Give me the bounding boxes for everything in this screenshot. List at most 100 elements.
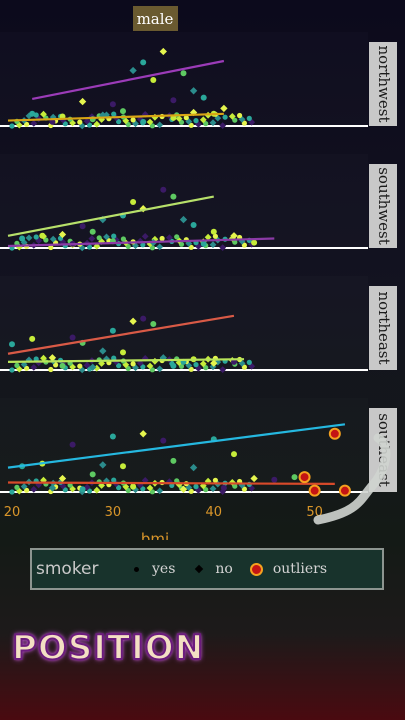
data-point — [59, 362, 66, 369]
data-point — [69, 334, 76, 341]
data-point-diamond — [250, 474, 258, 483]
data-point — [193, 118, 199, 124]
data-point — [190, 222, 197, 228]
data-point — [241, 120, 247, 126]
data-point — [69, 441, 76, 448]
x-tick-label: 40 — [206, 505, 223, 520]
facet-title: male — [137, 10, 174, 28]
data-point-diamond — [20, 483, 28, 490]
data-point — [210, 228, 217, 235]
data-point — [116, 485, 122, 491]
data-point — [9, 341, 15, 348]
data-point — [188, 488, 194, 494]
data-point — [251, 239, 258, 246]
legend-item-outliers: outliers — [247, 561, 327, 577]
data-point — [86, 488, 93, 494]
strip-box — [369, 286, 397, 370]
data-point — [29, 110, 36, 117]
data-point-diamond — [146, 118, 154, 126]
scribble-overlay — [313, 433, 391, 525]
data-point-diamond — [103, 233, 110, 241]
data-point — [33, 356, 39, 362]
data-point — [174, 478, 180, 484]
data-point-diamond — [159, 47, 167, 56]
data-point — [53, 362, 59, 368]
strip-box — [369, 164, 397, 248]
data-point-diamond — [30, 364, 38, 371]
data-point — [43, 237, 49, 243]
data-point — [140, 59, 147, 66]
data-point — [116, 119, 122, 125]
data-point-diamond — [93, 120, 101, 128]
data-point — [120, 349, 126, 356]
data-point — [14, 484, 20, 490]
data-point — [67, 482, 73, 488]
data-point — [140, 118, 147, 125]
data-point — [19, 235, 26, 242]
data-point — [183, 115, 189, 121]
data-point — [111, 477, 117, 483]
data-point-diamond — [219, 122, 227, 129]
data-point-diamond — [228, 113, 236, 120]
data-point — [86, 122, 93, 128]
data-point — [178, 119, 185, 125]
data-point — [149, 123, 155, 129]
data-point-diamond — [156, 487, 164, 495]
data-point — [24, 121, 30, 127]
data-point — [109, 101, 116, 108]
fit-line-yes — [7, 195, 214, 237]
outlier-point — [308, 484, 321, 497]
data-point-diamond — [30, 486, 38, 493]
data-point — [130, 483, 137, 490]
data-point-diamond — [156, 365, 164, 373]
data-point-diamond — [146, 362, 154, 370]
fit-line-no — [7, 112, 224, 122]
data-point — [200, 240, 207, 247]
data-point — [89, 228, 96, 235]
data-point — [150, 321, 157, 327]
data-point-diamond — [209, 241, 217, 249]
outlier-point — [338, 484, 351, 497]
data-point — [149, 367, 155, 373]
data-point-diamond — [209, 119, 217, 127]
fit-line-no — [7, 358, 245, 363]
data-point — [140, 486, 146, 492]
data-point — [62, 121, 68, 127]
data-point — [178, 363, 185, 369]
data-point-diamond — [78, 97, 87, 106]
data-point — [29, 335, 36, 342]
fit-line-yes — [31, 59, 225, 101]
data-point — [149, 489, 155, 495]
data-point — [178, 241, 185, 247]
data-point — [116, 363, 122, 369]
data-point — [120, 108, 126, 115]
data-point — [200, 94, 207, 101]
data-point — [237, 112, 243, 119]
data-point — [130, 117, 136, 123]
data-point — [232, 239, 238, 245]
data-point — [193, 484, 199, 490]
data-point — [111, 233, 117, 239]
data-point-diamond — [83, 117, 91, 125]
data-point — [120, 236, 126, 242]
data-point — [160, 437, 167, 444]
data-point — [159, 235, 165, 242]
legend-label-outliers: outliers — [272, 561, 328, 577]
data-point — [241, 242, 247, 248]
data-point — [241, 364, 247, 370]
data-point — [149, 245, 155, 251]
data-point — [188, 366, 194, 372]
data-point — [33, 234, 39, 240]
diamond-marker-icon — [189, 562, 209, 576]
data-point — [77, 119, 83, 125]
data-point — [212, 477, 218, 483]
data-point — [232, 483, 238, 489]
data-point — [160, 186, 167, 193]
data-point — [220, 484, 227, 491]
data-point-diamond — [156, 243, 164, 251]
fit-line-no — [7, 481, 335, 485]
data-point — [86, 244, 93, 250]
data-point — [188, 244, 194, 250]
data-point-diamond — [189, 463, 198, 472]
data-point — [109, 327, 116, 334]
